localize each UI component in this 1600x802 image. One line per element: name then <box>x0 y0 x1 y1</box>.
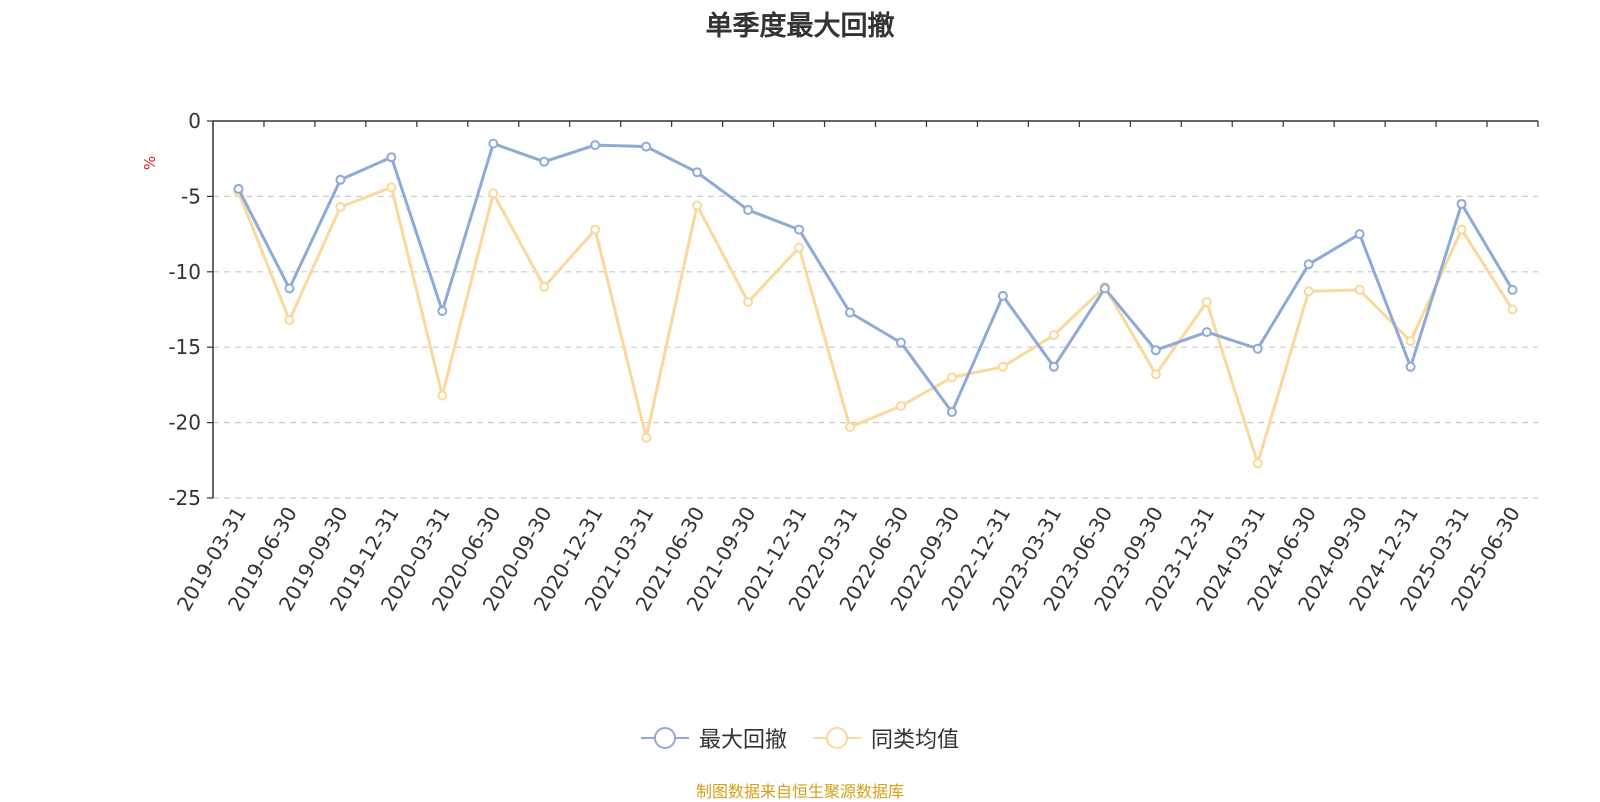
chart-legend: 最大回撤 同类均值 <box>0 722 1600 754</box>
data-point-series-0 <box>997 290 1008 301</box>
data-point-series-0 <box>946 407 957 418</box>
data-point-series-1 <box>437 390 448 401</box>
axes <box>207 120 1539 499</box>
y-tick-label: -5 <box>181 184 201 208</box>
data-point-series-1 <box>386 182 397 193</box>
data-point-series-1 <box>743 296 754 307</box>
tick-labels: 0-5-10-15-20-252019-03-312019-06-302019-… <box>168 109 1525 615</box>
data-point-series-0 <box>335 174 346 185</box>
legend-marker-peer-average-icon <box>813 727 861 749</box>
data-point-series-0 <box>641 141 652 152</box>
data-point-series-1 <box>1303 286 1314 297</box>
data-point-series-0 <box>1456 198 1467 209</box>
data-point-series-1 <box>845 422 856 433</box>
data-point-series-1 <box>1048 330 1059 341</box>
data-point-series-0 <box>1150 345 1161 356</box>
data-point-series-0 <box>692 167 703 178</box>
data-point-series-1 <box>946 372 957 383</box>
legend-item-peer-average[interactable]: 同类均值 <box>813 722 959 754</box>
data-point-series-0 <box>1507 284 1518 295</box>
data-point-series-0 <box>1354 229 1365 240</box>
data-point-series-0 <box>437 306 448 317</box>
y-axis-unit: % <box>141 156 159 170</box>
data-point-series-1 <box>692 200 703 211</box>
legend-label-drawdown: 最大回撤 <box>698 728 787 753</box>
data-point-series-0 <box>845 307 856 318</box>
data-point-series-1 <box>590 224 601 235</box>
data-point-series-0 <box>794 224 805 235</box>
data-point-series-0 <box>386 152 397 163</box>
data-point-series-0 <box>1303 259 1314 270</box>
data-point-series-1 <box>997 361 1008 372</box>
series-line-1 <box>237 185 1514 465</box>
data-point-series-1 <box>794 242 805 253</box>
chart-title: 单季度最大回撤 <box>705 11 895 42</box>
data-point-series-1 <box>1507 304 1518 315</box>
grid-lines <box>213 195 1538 499</box>
data-point-series-1 <box>539 281 550 292</box>
data-point-series-1 <box>1456 224 1467 235</box>
data-point-series-0 <box>1201 327 1212 338</box>
series-lines <box>233 138 1518 469</box>
data-point-series-0 <box>1252 343 1263 354</box>
y-tick-label: -20 <box>168 411 201 435</box>
data-point-series-1 <box>1201 296 1212 307</box>
data-point-series-0 <box>539 156 550 167</box>
data-point-series-1 <box>1405 336 1416 347</box>
series-line-0 <box>237 142 1514 414</box>
legend-label-peer-average: 同类均值 <box>871 728 960 753</box>
data-source-footer: 制图数据来自恒生聚源数据库 <box>695 782 904 801</box>
data-point-series-0 <box>1099 283 1110 294</box>
data-point-series-0 <box>233 183 244 194</box>
data-point-series-0 <box>1048 361 1059 372</box>
y-tick-label: -10 <box>168 260 201 284</box>
data-point-series-1 <box>895 401 906 412</box>
y-tick-label: -15 <box>168 335 201 359</box>
data-point-series-1 <box>335 201 346 212</box>
data-point-series-0 <box>284 283 295 294</box>
data-point-series-1 <box>1150 369 1161 380</box>
y-tick-label: -25 <box>168 486 201 510</box>
data-point-series-0 <box>895 337 906 348</box>
y-tick-label: 0 <box>188 109 201 133</box>
data-point-series-1 <box>488 188 499 199</box>
data-point-series-1 <box>1354 284 1365 295</box>
legend-item-drawdown[interactable]: 最大回撤 <box>640 722 787 754</box>
data-point-series-0 <box>1405 361 1416 372</box>
data-point-series-0 <box>743 204 754 215</box>
legend-marker-drawdown-icon <box>640 727 689 749</box>
data-point-series-0 <box>488 138 499 149</box>
data-point-series-1 <box>284 315 295 326</box>
data-point-series-1 <box>641 432 652 443</box>
data-point-series-1 <box>1252 458 1263 469</box>
data-point-series-0 <box>590 140 601 151</box>
